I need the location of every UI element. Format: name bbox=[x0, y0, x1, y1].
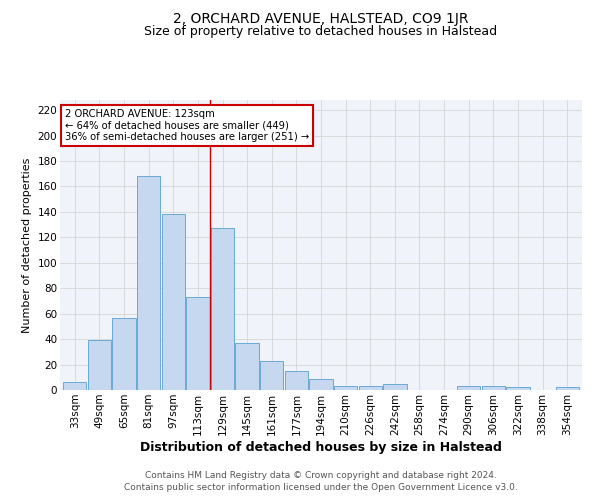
Text: Size of property relative to detached houses in Halstead: Size of property relative to detached ho… bbox=[145, 25, 497, 38]
Bar bbox=[383, 384, 407, 390]
Bar bbox=[556, 388, 579, 390]
Bar bbox=[63, 382, 86, 390]
Bar bbox=[260, 360, 283, 390]
Bar bbox=[112, 318, 136, 390]
Text: 2, ORCHARD AVENUE, HALSTEAD, CO9 1JR: 2, ORCHARD AVENUE, HALSTEAD, CO9 1JR bbox=[173, 12, 469, 26]
Bar bbox=[186, 297, 209, 390]
Text: Distribution of detached houses by size in Halstead: Distribution of detached houses by size … bbox=[140, 441, 502, 454]
Bar bbox=[359, 386, 382, 390]
Bar bbox=[211, 228, 234, 390]
Bar bbox=[506, 388, 530, 390]
Bar bbox=[88, 340, 111, 390]
Bar bbox=[284, 371, 308, 390]
Text: 2 ORCHARD AVENUE: 123sqm
← 64% of detached houses are smaller (449)
36% of semi-: 2 ORCHARD AVENUE: 123sqm ← 64% of detach… bbox=[65, 108, 310, 142]
Bar bbox=[334, 386, 358, 390]
Bar bbox=[161, 214, 185, 390]
Text: Contains HM Land Registry data © Crown copyright and database right 2024.
Contai: Contains HM Land Registry data © Crown c… bbox=[124, 471, 518, 492]
Y-axis label: Number of detached properties: Number of detached properties bbox=[22, 158, 32, 332]
Bar bbox=[137, 176, 160, 390]
Bar bbox=[310, 378, 332, 390]
Bar bbox=[235, 343, 259, 390]
Bar bbox=[482, 386, 505, 390]
Bar bbox=[457, 386, 481, 390]
